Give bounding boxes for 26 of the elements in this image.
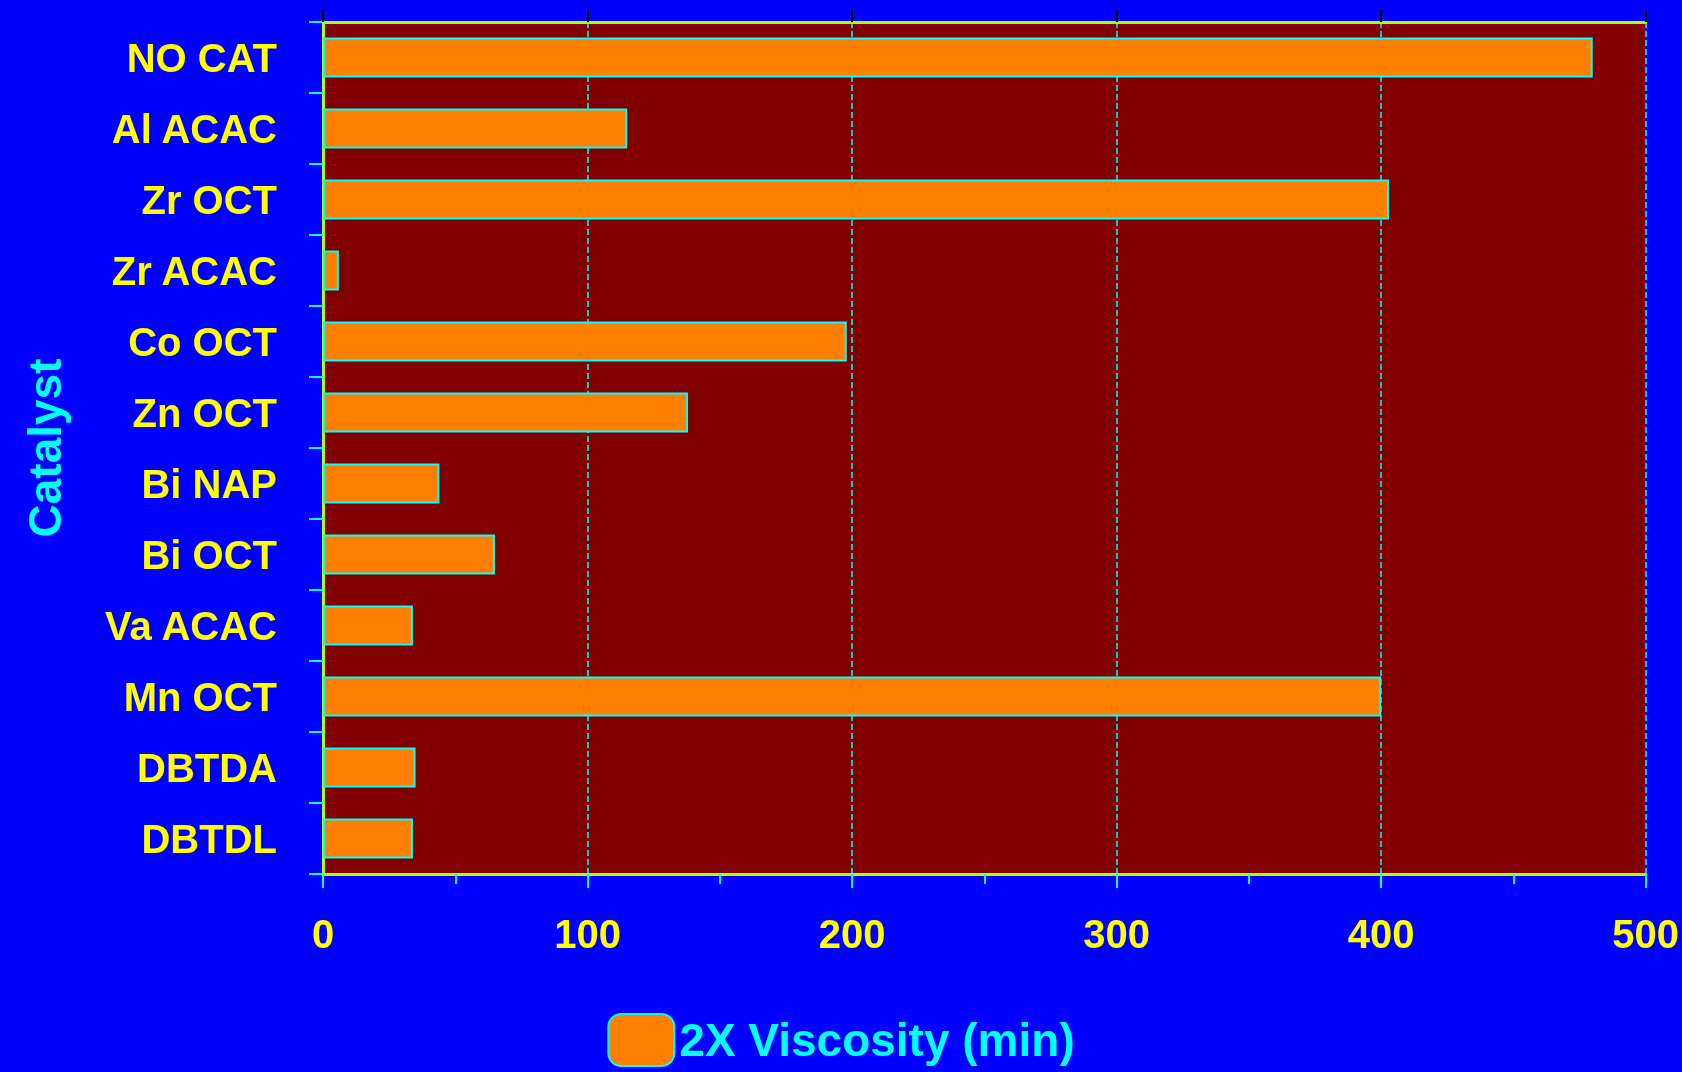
y-tick-label: Co OCT: [128, 319, 277, 364]
y-axis-title: Catalyst: [19, 358, 71, 538]
y-tick-label: NO CAT: [126, 35, 277, 80]
bar: [323, 818, 413, 859]
y-tick-label: DBTDA: [137, 745, 277, 790]
x-tick-label: 0: [311, 912, 335, 956]
legend-label: 2X Viscosity (min): [679, 1014, 1075, 1066]
x-tick-label: 300: [1083, 912, 1150, 956]
bar: [323, 250, 339, 291]
y-tick-label: Zr OCT: [141, 177, 277, 222]
y-tick-label: Bi NAP: [141, 461, 277, 506]
y-tick-label: Mn OCT: [123, 674, 277, 719]
x-tick-label: 500: [1612, 912, 1680, 956]
y-tick-label: Al ACAC: [111, 106, 277, 151]
bar: [323, 463, 440, 504]
y-tick-label: Bi OCT: [141, 532, 277, 577]
x-tick-label: 400: [1347, 912, 1415, 956]
y-tick-label: DBTDL: [141, 816, 277, 861]
bar: [323, 747, 416, 788]
bar: [323, 605, 413, 646]
y-tick-label: Zn OCT: [132, 390, 277, 435]
bar: [323, 534, 495, 575]
y-tick-label: Va ACAC: [105, 603, 277, 648]
x-tick-label: 100: [554, 912, 621, 956]
y-tick-label: Zr ACAC: [111, 248, 277, 293]
x-tick-label: 200: [818, 912, 886, 956]
